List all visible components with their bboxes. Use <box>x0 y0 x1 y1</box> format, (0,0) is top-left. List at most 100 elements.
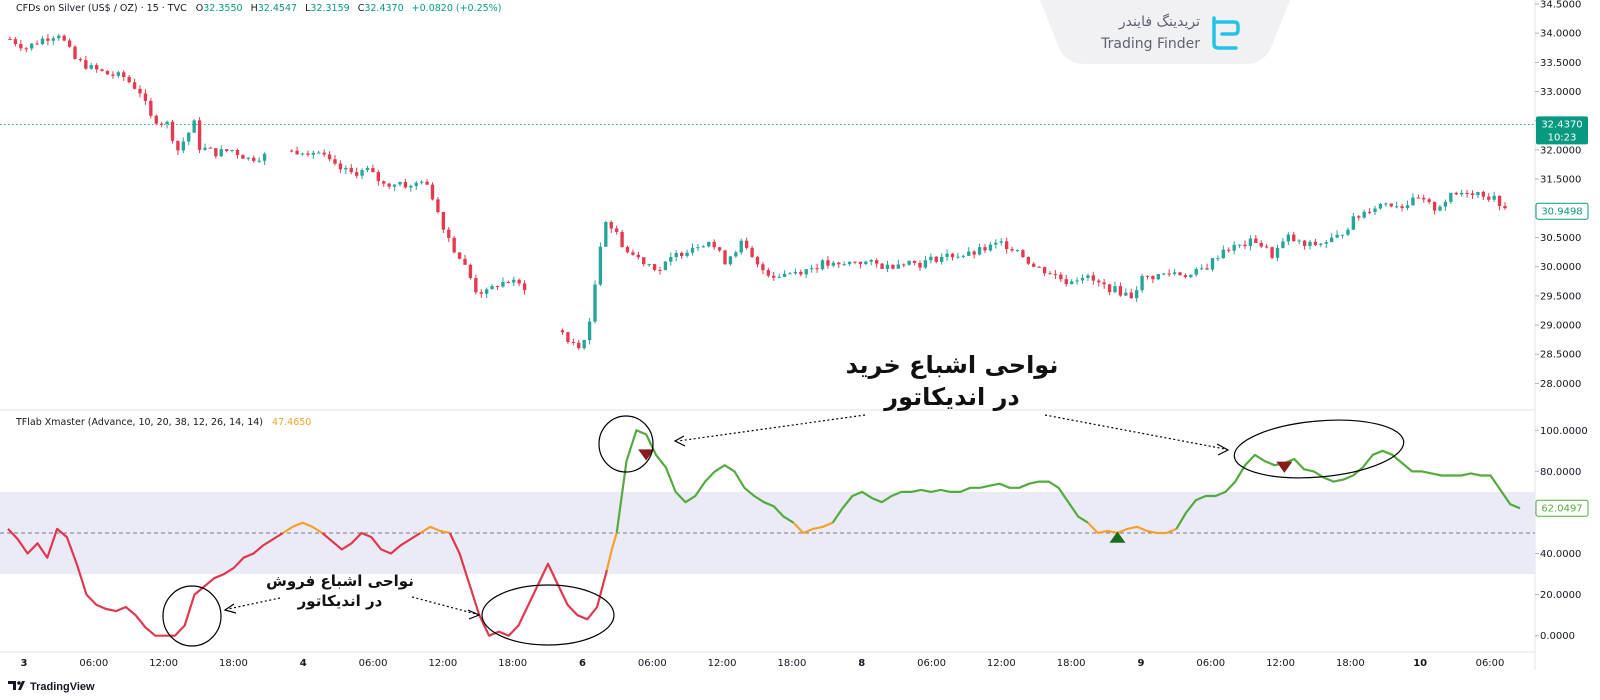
candle-body <box>1248 238 1253 247</box>
candle-body <box>1140 275 1144 291</box>
tradingview-logo[interactable]: TradingView <box>8 681 95 693</box>
candle-body <box>614 228 619 232</box>
time-tick-label: 10 <box>1413 658 1427 669</box>
candle-body <box>57 35 61 39</box>
last-price-label: 32.4370 <box>1541 119 1582 130</box>
candle-body <box>1497 195 1502 206</box>
candle-body <box>430 184 435 200</box>
candle-body <box>967 251 971 256</box>
candle-body <box>1259 242 1263 247</box>
candle-body <box>912 260 917 263</box>
candle-body <box>13 39 18 45</box>
candle-body <box>392 184 397 187</box>
candle-body <box>403 181 408 188</box>
candle-body <box>1227 249 1231 251</box>
candle-body <box>1145 275 1150 277</box>
candle-body <box>208 147 213 149</box>
candle-body <box>999 241 1003 243</box>
candle-body <box>707 241 711 247</box>
countdown-label: 10:23 <box>1548 132 1577 143</box>
candle-body <box>1004 241 1009 249</box>
candle-body <box>950 253 955 258</box>
candle-body <box>387 183 391 187</box>
candle-body <box>295 150 299 155</box>
candle-body <box>956 256 960 258</box>
time-tick-label: 8 <box>858 658 865 669</box>
osc-tick-label: 20.0000 <box>1540 590 1581 601</box>
candle-body <box>1465 192 1469 194</box>
candle-body <box>885 264 890 270</box>
candle-body <box>837 262 841 265</box>
candle-body <box>181 141 186 151</box>
candle-body <box>289 150 294 152</box>
time-tick-label: 06:00 <box>359 658 388 669</box>
candle-body <box>1400 206 1404 209</box>
candle-body <box>625 246 630 253</box>
candle-body <box>701 246 706 248</box>
overbought-annotation: نواحی اشباع خرید در اندیکاتور <box>598 351 1405 479</box>
candle-body <box>495 286 500 288</box>
candle-body <box>761 264 765 271</box>
osc-segment-green <box>615 429 795 534</box>
candle-body <box>847 261 852 265</box>
candle-body <box>1324 242 1328 244</box>
candle-body <box>799 271 803 275</box>
candle-body <box>436 199 440 213</box>
candle-body <box>214 148 218 157</box>
candle-body <box>804 269 808 275</box>
candle-body <box>230 150 234 152</box>
candle-body <box>1243 244 1247 247</box>
candle-body <box>1075 280 1079 282</box>
candle-body <box>1178 272 1182 276</box>
candle-body <box>176 140 180 151</box>
buy-signal-marker <box>1109 531 1126 543</box>
time-tick-label: 18:00 <box>498 658 527 669</box>
candle-body <box>679 252 684 257</box>
candle-body <box>1492 195 1496 200</box>
candle-body <box>327 154 332 160</box>
candle-body <box>604 222 608 247</box>
candle-body <box>853 261 857 263</box>
candle-body <box>398 181 402 185</box>
candle-body <box>994 242 998 245</box>
candle-body <box>642 257 646 265</box>
candle-body <box>772 275 776 278</box>
candle-body <box>1042 267 1047 274</box>
time-axis[interactable]: 3 06:00 12:00 18:00 4 06:00 12:00 18:00 6 06:00 12… <box>21 658 1505 669</box>
candle-body <box>1216 258 1220 260</box>
candle-body <box>311 152 316 155</box>
candle-body <box>907 260 911 265</box>
time-tick-label: 06:00 <box>917 658 946 669</box>
candle-body <box>468 264 473 279</box>
candle-body <box>923 260 928 268</box>
oscillator-series <box>7 429 1521 637</box>
time-tick-label: 12:00 <box>1266 658 1295 669</box>
candle-body <box>934 256 938 262</box>
candle-body <box>425 181 429 185</box>
candle-body <box>793 271 798 274</box>
candle-body <box>1384 203 1388 205</box>
candle-body <box>1086 275 1090 278</box>
candle-body <box>1422 197 1426 200</box>
candle-body <box>1292 234 1296 242</box>
indicator-header: TFlab Xmaster (Advance, 10, 20, 38, 12, … <box>15 417 311 428</box>
candle-body <box>1346 229 1350 235</box>
overbought-arrow-left <box>677 414 866 442</box>
candle-body <box>1189 274 1193 278</box>
candle-body <box>1199 268 1204 270</box>
overbought-arrowhead-left <box>673 435 686 447</box>
candle-body <box>842 264 846 266</box>
candle-body <box>874 260 879 264</box>
oscillator-axis[interactable]: 100.000080.000060.000040.000020.00000.00… <box>1535 426 1589 642</box>
close-label: C <box>358 3 365 14</box>
candle-body <box>501 281 505 287</box>
high-label: H <box>251 3 258 14</box>
overbought-circle-1 <box>598 415 654 473</box>
candle-body <box>463 258 467 265</box>
candle-body <box>1097 280 1101 283</box>
watermark-badge <box>1040 0 1290 64</box>
candle-body <box>89 65 93 69</box>
candle-body <box>159 123 164 125</box>
candle-body <box>1069 281 1074 285</box>
price-axis[interactable]: 34.500034.000033.500033.000032.500032.00… <box>1535 0 1589 390</box>
